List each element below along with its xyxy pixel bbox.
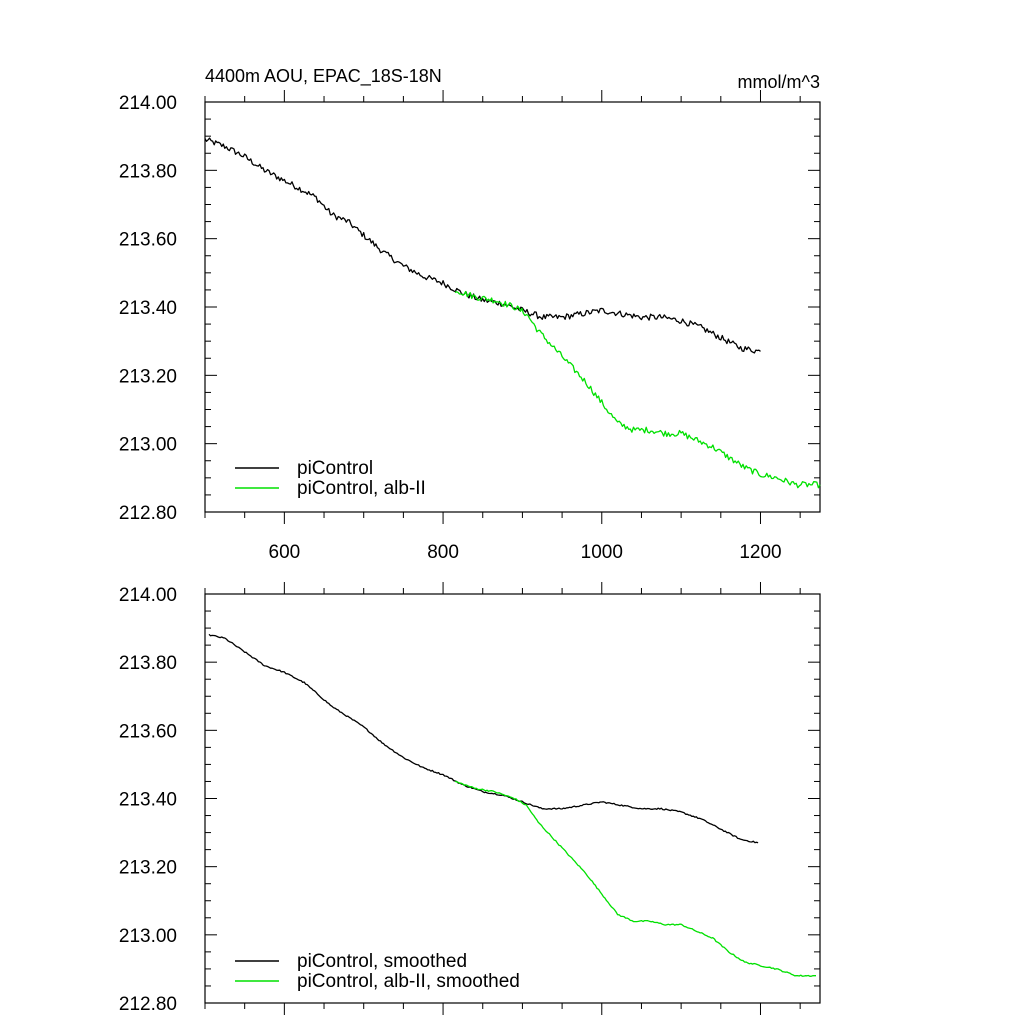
y-tick-label: 213.00 xyxy=(119,435,177,456)
series-line-0 xyxy=(208,633,759,844)
units-label: mmol/m^3 xyxy=(738,72,820,92)
y-tick-label: 212.80 xyxy=(119,503,177,524)
y-tick-label: 213.00 xyxy=(119,926,177,947)
series-line-0 xyxy=(204,137,761,354)
y-tick-label: 214.00 xyxy=(119,93,177,114)
series-line-1 xyxy=(454,780,816,977)
y-tick-label: 213.80 xyxy=(119,161,177,182)
x-tick-label: 800 xyxy=(427,542,459,563)
y-tick-label: 213.80 xyxy=(119,653,177,674)
chart-title: 4400m AOU, EPAC_18S-18N xyxy=(205,66,442,87)
y-tick-label: 213.20 xyxy=(119,366,177,387)
y-tick-label: 213.20 xyxy=(119,858,177,879)
bottom-panel: 212.80 213.00 213.20 213.40 213.60 213.80 214.… xyxy=(119,582,821,1015)
x-tick-label: 1200 xyxy=(739,542,781,563)
y-tick-label: 213.60 xyxy=(119,721,177,742)
legend-label: piControl xyxy=(297,458,373,479)
top-panel: 212.80 213.00 213.20 213.40 213.60 213.80 214.… xyxy=(119,66,821,563)
y-tick-label: 212.80 xyxy=(119,994,177,1015)
y-tick-label: 214.00 xyxy=(119,585,177,606)
legend-label: piControl, alb-II xyxy=(297,478,426,499)
x-tick-label: 600 xyxy=(269,542,301,563)
legend-label: piControl, alb-II, smoothed xyxy=(297,971,520,992)
x-tick-label: 1000 xyxy=(581,542,623,563)
y-tick-label: 213.40 xyxy=(119,298,177,319)
series-line-1 xyxy=(454,290,821,489)
y-tick-label: 213.40 xyxy=(119,790,177,811)
legend-label: piControl, smoothed xyxy=(297,951,467,972)
y-tick-label: 213.60 xyxy=(119,230,177,251)
